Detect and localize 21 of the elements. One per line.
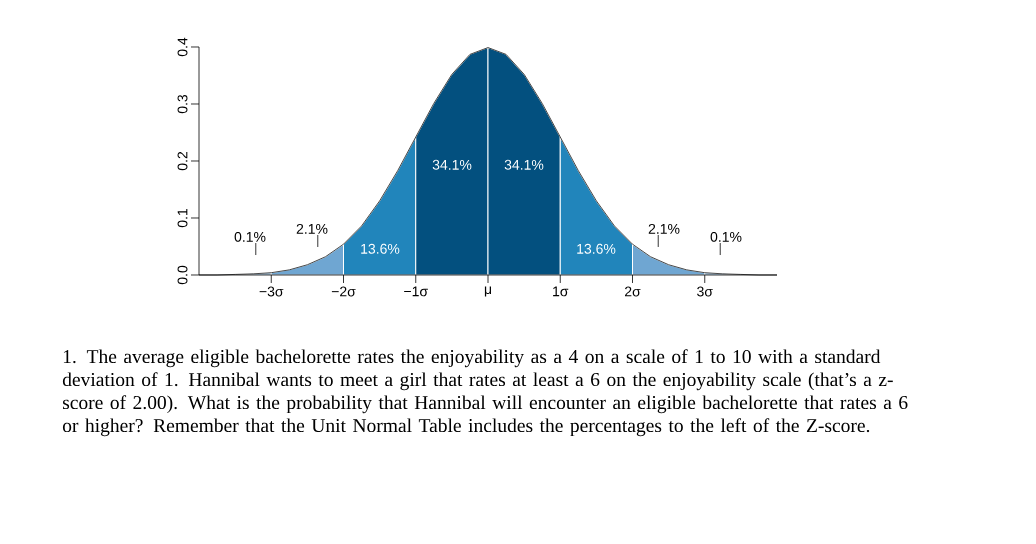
y-tick-label: 0.4 (177, 37, 188, 57)
annotation: 0.1% (234, 231, 266, 242)
annotation: 34.1% (432, 159, 472, 170)
annotation: 13.6% (361, 243, 400, 254)
x-tick-label: 1σ (553, 286, 569, 297)
x-tick-label: −2σ (331, 286, 356, 297)
text: 1. The average eligible bachelorette rates the enjoyability as a 4 on a scale of 1 to 10 with a standard deviation of 1. Hannibal wants to meet a girl that rates at least a 6 on the enjoyability scale (that’s a z-score of 2.00). What is the probability that Hannibal will encounter an eligible bachelorette that rates a 6 or higher? Remember that the Unit Normal Table includes the percentages to the left of the Z-score. (62, 349, 908, 437)
y-tick-label: 0.2 (177, 151, 188, 171)
annotation: 0.1% (710, 231, 742, 242)
annotation: 13.6% (577, 243, 616, 254)
x-tick-label: 2σ (625, 286, 641, 297)
x-tick-label: −1σ (404, 286, 428, 297)
y-tick-label: 0.3 (177, 94, 188, 114)
y-tick-label: 0.1 (177, 208, 188, 228)
y-tick-label: 0.0 (177, 265, 188, 285)
x-tick-label: −3σ (259, 286, 284, 297)
annotation: 34.1% (504, 159, 544, 170)
x-tick-label: 3σ (697, 286, 713, 297)
annotation: 2.1% (296, 223, 328, 234)
x-tick-label: μ (484, 286, 492, 297)
annotation: 2.1% (648, 223, 680, 234)
